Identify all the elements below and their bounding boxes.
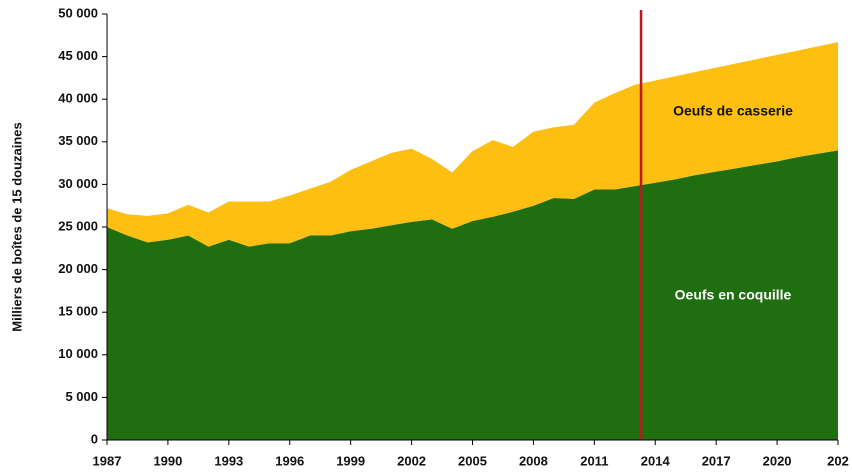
x-tick-label: 2020 [763, 453, 792, 468]
y-tick-label: 50 000 [58, 5, 98, 20]
y-tick-label: 10 000 [58, 346, 98, 361]
x-tick-label: 1999 [336, 453, 365, 468]
x-tick-label: 202 [827, 453, 849, 468]
y-tick-label: 15 000 [58, 304, 98, 319]
y-axis-title: Milliers de boîtes de 15 douzaines [9, 122, 24, 332]
x-tick-label: 1990 [153, 453, 182, 468]
area [107, 150, 838, 440]
series-label: Oeufs de casserie [673, 103, 793, 119]
x-tick-label: 2002 [397, 453, 426, 468]
y-tick-label: 25 000 [58, 218, 98, 233]
x-tick-label: 2005 [458, 453, 487, 468]
y-tick-label: 30 000 [58, 176, 98, 191]
y-tick-label: 0 [91, 431, 98, 446]
series-label: Oeufs en coquille [675, 287, 792, 303]
y-tick-label: 20 000 [58, 261, 98, 276]
x-tick-label: 2008 [519, 453, 548, 468]
y-tick-label: 5 000 [65, 389, 98, 404]
x-tick-label: 1987 [93, 453, 122, 468]
y-tick-label: 45 000 [58, 48, 98, 63]
x-tick-label: 2014 [641, 453, 671, 468]
x-tick-label: 2011 [580, 453, 608, 468]
x-tick-label: 2017 [702, 453, 731, 468]
y-tick-label: 35 000 [58, 133, 98, 148]
x-tick-label: 1996 [275, 453, 304, 468]
y-tick-label: 40 000 [58, 91, 98, 106]
area [107, 42, 838, 247]
x-tick-label: 1993 [214, 453, 243, 468]
